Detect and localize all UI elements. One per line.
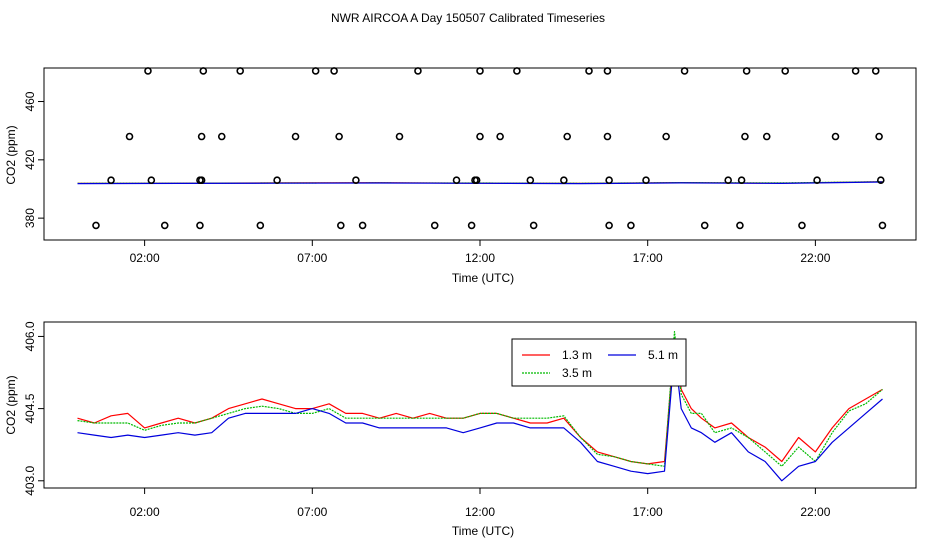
top-calibration-marker bbox=[452, 176, 461, 185]
top-calibration-marker bbox=[737, 176, 746, 185]
top-calibration-marker bbox=[798, 221, 806, 230]
top-calibration-marker bbox=[199, 67, 208, 75]
top-x-tick-label: 07:00 bbox=[297, 251, 327, 265]
bottom-y-tick-label: 406.0 bbox=[23, 321, 37, 351]
top-calibration-marker bbox=[736, 221, 744, 230]
legend-label-3-5m: 3.5 m bbox=[562, 366, 592, 380]
top-calibration-marker bbox=[476, 67, 484, 75]
top-calibration-marker bbox=[358, 221, 367, 230]
top-calibration-marker bbox=[563, 132, 572, 141]
top-calibration-marker bbox=[476, 132, 484, 141]
top-series-group bbox=[77, 181, 883, 185]
bottom-x-tick-label: 22:00 bbox=[800, 505, 830, 519]
top-calibration-marker bbox=[217, 132, 226, 141]
top-calibration-marker bbox=[627, 221, 635, 230]
top-calibration-marker bbox=[256, 221, 265, 230]
top-x-tick-label: 02:00 bbox=[130, 251, 160, 265]
top-calibration-marker bbox=[529, 221, 538, 230]
top-calibration-marker bbox=[662, 132, 670, 141]
top-calibration-marker bbox=[467, 221, 476, 230]
top-calibration-marker bbox=[560, 176, 568, 185]
bottom-x-axis-label: Time (UTC) bbox=[452, 524, 514, 538]
legend-box bbox=[511, 338, 687, 387]
top-calibration-marker bbox=[831, 132, 840, 141]
top-calibration-marker bbox=[585, 67, 593, 75]
top-calibration-marker bbox=[605, 176, 613, 185]
top-panel: 02:00 07:00 12:00 17:00 22:00 380 420 460 Time … bbox=[4, 67, 917, 285]
legend-label-5-1m: 5.1 m bbox=[648, 348, 678, 362]
top-y-tick-label: 460 bbox=[23, 91, 37, 111]
top-axes: 02:00 07:00 12:00 17:00 22:00 380 420 460 bbox=[23, 91, 831, 265]
top-calibration-marker bbox=[147, 176, 156, 185]
top-calibration-marker bbox=[430, 221, 439, 230]
top-calibration-marker bbox=[291, 132, 300, 141]
legend: 1.3 m 5.1 m 3.5 m bbox=[511, 338, 687, 387]
top-y-axis-label: CO2 (ppm) bbox=[4, 125, 18, 184]
top-calibration-marker bbox=[160, 221, 169, 230]
top-calibration-marker bbox=[642, 176, 650, 185]
top-calibration-marker bbox=[330, 67, 338, 75]
top-calibration-marker bbox=[125, 132, 134, 141]
top-calibration-marker bbox=[395, 132, 404, 141]
bottom-x-tick-label: 07:00 bbox=[297, 505, 327, 519]
bottom-y-axis-label: CO2 (ppm) bbox=[4, 375, 18, 434]
top-calibration-marker bbox=[603, 67, 612, 75]
top-calibration-marker bbox=[871, 67, 880, 75]
top-calibration-marker bbox=[605, 221, 613, 230]
bottom-panel: 02:00 07:00 12:00 17:00 22:00 403.0 404.5 406.0… bbox=[4, 321, 917, 538]
figure-title: NWR AIRCOA A Day 150507 Calibrated Times… bbox=[331, 11, 605, 25]
top-y-tick-label: 380 bbox=[23, 208, 37, 228]
bottom-series-line-1-3-m bbox=[77, 340, 883, 465]
top-plot-frame bbox=[43, 67, 917, 241]
bottom-series-line-3-5-m bbox=[77, 331, 883, 467]
top-calibration-marker bbox=[724, 176, 732, 185]
top-calibration-marker bbox=[472, 176, 481, 185]
top-calibration-marker bbox=[875, 132, 883, 141]
bottom-x-tick-label: 17:00 bbox=[633, 505, 663, 519]
bottom-y-tick-label: 403.0 bbox=[23, 465, 37, 495]
top-calibration-marker bbox=[741, 132, 749, 141]
bottom-axes: 02:00 07:00 12:00 17:00 22:00 403.0 404.5 406.0 bbox=[23, 321, 831, 519]
top-calibration-marker bbox=[603, 132, 612, 141]
top-calibration-marker bbox=[92, 221, 100, 230]
top-x-axis-label: Time (UTC) bbox=[452, 271, 514, 285]
top-calibration-marker bbox=[414, 67, 422, 75]
top-calibration-marker bbox=[762, 132, 771, 141]
top-calibration-marker bbox=[496, 132, 504, 141]
top-calibration-marker bbox=[337, 221, 345, 230]
top-calibration-marker bbox=[311, 67, 320, 75]
top-calibration-marker bbox=[781, 67, 790, 75]
top-calibration-marker bbox=[878, 221, 887, 230]
top-y-tick-label: 420 bbox=[23, 149, 37, 169]
bottom-y-tick-label: 404.5 bbox=[23, 393, 37, 423]
top-calibration-marker bbox=[352, 176, 360, 185]
top-markers-group bbox=[92, 67, 887, 230]
top-calibration-marker bbox=[876, 176, 885, 185]
top-calibration-marker bbox=[196, 221, 204, 230]
top-x-tick-label: 22:00 bbox=[800, 251, 830, 265]
top-x-tick-label: 12:00 bbox=[465, 251, 495, 265]
top-series-line-5-1-m bbox=[77, 181, 883, 185]
top-calibration-marker bbox=[197, 132, 206, 141]
top-calibration-marker bbox=[813, 176, 821, 185]
bottom-x-tick-label: 12:00 bbox=[465, 505, 495, 519]
bottom-x-tick-label: 02:00 bbox=[130, 505, 160, 519]
top-calibration-marker bbox=[526, 176, 535, 185]
top-calibration-marker bbox=[700, 221, 709, 230]
legend-label-1-3m: 1.3 m bbox=[562, 348, 592, 362]
top-calibration-marker bbox=[742, 67, 751, 75]
top-calibration-marker bbox=[513, 67, 521, 75]
top-calibration-marker bbox=[144, 67, 152, 75]
top-calibration-marker bbox=[851, 67, 860, 75]
top-calibration-marker bbox=[197, 176, 206, 185]
top-calibration-marker bbox=[273, 176, 281, 185]
top-calibration-marker bbox=[236, 67, 244, 75]
bottom-series-group bbox=[77, 331, 883, 482]
bottom-series-line-5-1-m bbox=[77, 350, 883, 482]
top-calibration-marker bbox=[107, 176, 115, 185]
top-calibration-marker bbox=[680, 67, 689, 75]
top-x-tick-label: 17:00 bbox=[633, 251, 663, 265]
top-calibration-marker bbox=[335, 132, 343, 141]
